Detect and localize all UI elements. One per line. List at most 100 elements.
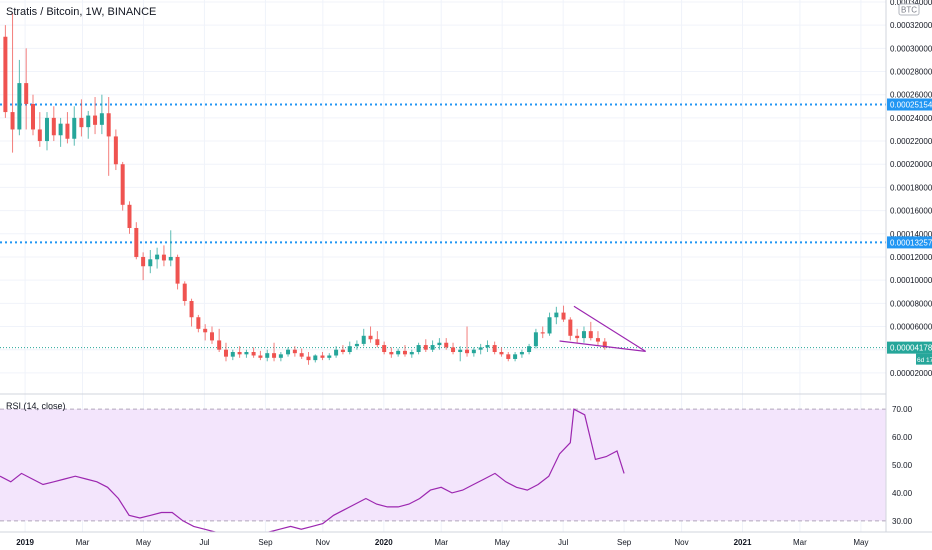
candle — [113, 129, 118, 171]
time-tick-label: Jul — [199, 538, 209, 547]
current-price-tag — [887, 341, 932, 354]
time-axis-bg — [0, 532, 932, 550]
time-tick-label: Nov — [674, 538, 688, 547]
candle — [540, 326, 545, 339]
candle-body — [120, 164, 125, 205]
candle-body — [533, 332, 538, 347]
candle-body — [519, 352, 524, 355]
candle — [10, 13, 15, 153]
candle-body — [286, 349, 291, 355]
candle — [320, 352, 325, 361]
candle — [519, 349, 524, 358]
time-tick-label: Sep — [258, 538, 273, 547]
candle-body — [402, 350, 407, 355]
candle — [44, 112, 49, 151]
price-tick-label: 0.00030000 — [890, 44, 932, 53]
candle-body — [93, 115, 98, 125]
candle-body — [161, 254, 166, 261]
countdown-tag-text: 6d 17h — [917, 357, 932, 364]
candle-body — [299, 353, 304, 357]
candle-body — [458, 349, 463, 353]
candle — [568, 317, 573, 341]
candle-body — [79, 117, 84, 128]
level-price-tag — [887, 236, 932, 249]
candle-body — [127, 204, 132, 228]
candle — [223, 342, 228, 362]
candle — [513, 352, 518, 362]
candle-body — [3, 36, 8, 113]
current-price-tag-text: 0.00004178 — [890, 344, 932, 353]
currency-badge-box[interactable] — [898, 3, 920, 16]
candle — [506, 352, 511, 362]
candle-body — [17, 83, 22, 130]
candle — [485, 340, 490, 353]
candle — [251, 347, 256, 358]
candle-body — [547, 317, 552, 334]
time-tick-label: Jul — [558, 538, 568, 547]
candle-body — [527, 346, 532, 353]
wedge-trendlines[interactable] — [559, 305, 646, 353]
candle — [79, 99, 84, 137]
candle-body — [368, 335, 373, 340]
time-tick-label: 2021 — [734, 538, 752, 547]
currency-badge-text: BTC — [901, 6, 917, 15]
rsi-label: RSI (14, close) — [6, 401, 66, 411]
candle-body — [44, 117, 49, 142]
price-tick-label: 0.00012000 — [890, 253, 932, 262]
price-tick-label: 0.00010000 — [890, 276, 932, 285]
candle-body — [389, 352, 394, 355]
candle — [361, 328, 366, 347]
candle — [258, 350, 263, 361]
rsi-tick-label: 70.00 — [892, 405, 913, 414]
candle-body — [10, 112, 15, 130]
candle-body — [196, 317, 201, 329]
candle-body — [203, 328, 208, 333]
candle-body — [437, 342, 442, 346]
candle — [588, 321, 593, 341]
candle — [554, 306, 559, 325]
candle-body — [375, 339, 380, 346]
time-tick-label: 2019 — [16, 538, 34, 547]
time-tick-label: Sep — [617, 538, 632, 547]
time-tick-label: Nov — [316, 538, 330, 547]
candle — [396, 348, 401, 357]
candle-body — [306, 356, 311, 361]
candle-body — [31, 103, 36, 130]
candle — [265, 349, 270, 362]
candle-body — [423, 345, 428, 350]
candle — [106, 97, 111, 176]
candle-body — [86, 115, 91, 128]
candle — [286, 347, 291, 357]
time-tick-label: Mar — [434, 538, 448, 547]
wedge-trendline[interactable] — [559, 340, 646, 353]
currency-badge[interactable]: BTC — [898, 3, 920, 16]
candle — [354, 340, 359, 350]
candle-body — [540, 332, 545, 334]
candle-body — [189, 301, 194, 318]
candle — [65, 112, 70, 144]
candle — [458, 346, 463, 362]
candle-body — [230, 352, 235, 357]
candle-body — [237, 352, 242, 355]
candle — [134, 222, 139, 260]
candle-body — [513, 354, 518, 359]
candle — [168, 230, 173, 267]
candle — [340, 345, 345, 355]
rsi-band — [0, 409, 886, 521]
candle-body — [72, 117, 77, 139]
candle-body — [575, 335, 580, 339]
level-price-tag-text: 0.00025154 — [890, 101, 932, 110]
time-tick-label: Mar — [76, 538, 90, 547]
candle-body — [444, 342, 449, 348]
candle — [99, 94, 104, 135]
candle — [196, 314, 201, 333]
candle-body — [465, 349, 470, 354]
candle-body — [471, 349, 476, 354]
candle — [437, 338, 442, 350]
candle — [24, 48, 29, 130]
wedge-trendline[interactable] — [573, 305, 646, 352]
candle-body — [24, 83, 29, 104]
time-tick-label: 2020 — [375, 538, 393, 547]
candle — [209, 326, 214, 344]
candle — [499, 347, 504, 357]
